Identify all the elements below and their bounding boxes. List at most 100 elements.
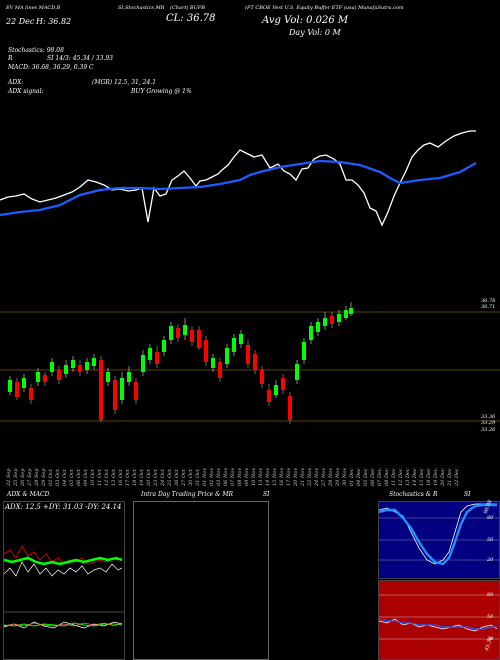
date-tick: 16 Oct <box>118 469 124 486</box>
buy-signal: BUY Growing @ 1% <box>131 88 192 95</box>
adx-signal-label: ADX signal: <box>8 88 44 95</box>
candle-body <box>253 354 257 370</box>
stoch-level-50: 50 <box>487 537 494 543</box>
candle-body <box>15 382 19 397</box>
candle-body <box>274 385 278 395</box>
stoch-si-label: SI <box>464 491 471 498</box>
date-tick: 28 Nov <box>328 467 334 486</box>
candle-body <box>162 340 166 352</box>
si-level-50: 50 <box>487 614 494 620</box>
candle-body <box>36 372 40 382</box>
candle-body <box>50 362 54 372</box>
date-tick: 13 Oct <box>111 469 117 486</box>
mgr-readout: (MGR) 12.5, 31, 24.1 <box>92 79 157 86</box>
adx-values: ADX: 12.5 +DY: 31.03 -DY: 24.14 <box>5 503 122 511</box>
candle-body <box>71 360 75 368</box>
candle-body <box>316 322 320 332</box>
date-tick: 05 Dec <box>363 468 369 486</box>
date-tick: 18 Oct <box>132 469 138 486</box>
date-tick: 06 Oct <box>76 469 82 486</box>
stochastics-panel: 80 50 20 98.08 <box>378 499 500 579</box>
date-tick: 01 Dec <box>349 468 355 486</box>
date-tick: 08 Dec <box>384 468 390 486</box>
si-level-20: 20 <box>487 636 494 642</box>
adx-panel: ADX: 12.5 +DY: 31.03 -DY: 24.14 <box>3 501 125 660</box>
date-tick: 25 Oct <box>167 469 173 486</box>
candle-body <box>113 380 117 410</box>
intraday-si-label: SI <box>263 491 270 498</box>
si-lines <box>379 594 499 640</box>
date-tick: 17 Nov <box>286 467 292 486</box>
date-tick: 14 Dec <box>412 468 418 486</box>
main-chart <box>0 130 500 424</box>
candle-body <box>106 372 110 382</box>
avg-volume: Avg Vol: 0.026 M <box>262 15 349 26</box>
date-tick: 04 Dec <box>356 468 362 486</box>
close-label: CL: 36.78 <box>166 13 216 24</box>
candle-body <box>337 314 341 322</box>
price-label-bot-1: 33.36 <box>481 414 496 420</box>
si-readout: SI 14/3: 45.34 / 33.93 <box>47 55 113 62</box>
date-tick: 19 Oct <box>139 469 145 486</box>
date-tick: 11 Dec <box>391 468 397 486</box>
adx-lines <box>4 545 124 629</box>
date-tick: 21 Nov <box>300 467 306 486</box>
candle-body <box>155 352 159 364</box>
stochastics-readout: Stochastics: 98.08 <box>8 47 64 54</box>
date-tick: 27 Sep <box>27 468 33 486</box>
candle-body <box>127 372 131 382</box>
price-label-top-2: 36.71 <box>481 304 496 310</box>
date-tick: 13 Nov <box>258 467 264 486</box>
macd-readout: MACD: 36.68, 36.29, 0.39 C <box>8 64 94 71</box>
candle-body <box>211 358 215 368</box>
date-tick: 10 Oct <box>90 469 96 486</box>
candle-body <box>141 355 145 372</box>
candle-body <box>134 382 138 400</box>
date-tick: 13 Dec <box>405 468 411 486</box>
date-tick: 07 Dec <box>377 468 383 486</box>
candle-body <box>183 325 187 335</box>
date-tick: 24 Nov <box>314 467 320 486</box>
ma-line <box>0 159 477 217</box>
candle-body <box>169 326 173 340</box>
intraday-panel <box>133 501 269 660</box>
candle-body <box>246 345 250 364</box>
adx-label: ADX: <box>8 79 24 86</box>
date-tick: 26 Oct <box>174 469 180 486</box>
date-tick: 02 Nov <box>209 467 215 486</box>
date-tick: 12 Dec <box>398 468 404 486</box>
si-level-80: 80 <box>487 592 494 598</box>
date-tick: 26 Sep <box>20 468 26 486</box>
date-tick: 27 Nov <box>321 467 327 486</box>
candle-body <box>64 365 68 374</box>
price-label-bot-3: 33.26 <box>481 427 496 433</box>
r-readout: R <box>8 55 13 62</box>
date-tick: 30 Nov <box>342 467 348 486</box>
date-tick: 03 Oct <box>55 469 61 486</box>
day-volume: Day Vol: 0 M <box>289 28 341 37</box>
date-tick: 22 Dec <box>454 468 460 486</box>
date-tick: 29 Sep <box>41 468 47 486</box>
date-tick: 27 Oct <box>181 469 187 486</box>
candle-body <box>302 342 306 360</box>
candle-body <box>218 362 222 378</box>
date-tick: 29 Nov <box>335 467 341 486</box>
adx-panel-title: ADX & MACD <box>7 491 50 498</box>
date-tick: 09 Oct <box>83 469 89 486</box>
candle-body <box>344 310 348 318</box>
candle-body <box>29 388 33 400</box>
candle-body <box>120 378 124 400</box>
date-tick: 07 Nov <box>230 467 236 486</box>
high-label: H: 36.82 <box>36 17 72 26</box>
candle-body <box>323 318 327 326</box>
date-tick: 06 Nov <box>223 467 229 486</box>
candle-body <box>232 338 236 352</box>
candle-body <box>78 365 82 372</box>
candle-body <box>176 328 180 338</box>
candle-body <box>225 348 229 364</box>
chart-code: (Chart) BUFB <box>170 5 205 11</box>
price-line <box>0 130 476 227</box>
candle-body <box>260 370 264 384</box>
date-tick: 12 Oct <box>104 469 110 486</box>
candle-body <box>99 360 103 420</box>
